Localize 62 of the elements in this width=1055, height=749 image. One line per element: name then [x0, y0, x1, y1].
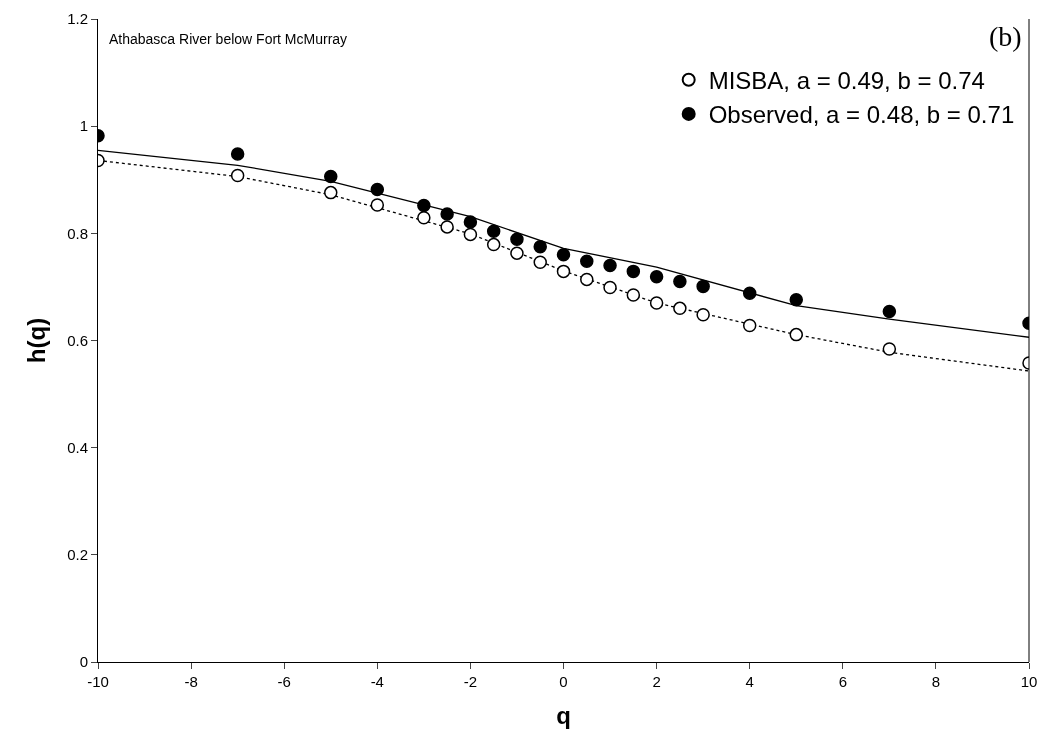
- y-tick-label: 0.6: [67, 331, 88, 349]
- point: [626, 288, 641, 302]
- x-tick-label: -4: [370, 673, 384, 690]
- point: [324, 169, 338, 184]
- point: [789, 327, 803, 342]
- point: [742, 286, 757, 301]
- point: [603, 280, 617, 295]
- point: [370, 182, 385, 197]
- x-tick-label: -8: [184, 673, 198, 690]
- x-tick-label: 8: [931, 673, 941, 690]
- point: [580, 254, 594, 268]
- point: [440, 207, 454, 221]
- y-tick-label: 0.4: [67, 438, 88, 456]
- point: [789, 293, 803, 307]
- point: [556, 248, 571, 262]
- y-tick-label: 1: [79, 117, 88, 135]
- x-tick-label: 10: [1020, 673, 1038, 690]
- y-tick-label: 0.8: [67, 224, 88, 242]
- x-axis-title: q: [556, 702, 571, 730]
- point: [673, 274, 687, 289]
- x-tick-label: 6: [838, 673, 847, 690]
- point: [417, 198, 431, 213]
- x-tick-label: -6: [277, 673, 291, 690]
- point: [324, 185, 338, 200]
- annotation: (b): [989, 21, 1022, 52]
- x-tick-label: -2: [463, 673, 478, 690]
- legend-label: Observed, a = 0.48, b = 0.71: [708, 101, 1015, 129]
- x-tick-label: -10: [87, 673, 109, 690]
- point: [556, 264, 571, 279]
- point: [486, 224, 501, 238]
- point: [417, 211, 431, 225]
- y-tick-label: 0: [79, 653, 88, 671]
- point: [626, 264, 641, 279]
- point: [486, 237, 501, 252]
- point: [370, 198, 385, 212]
- point: [230, 147, 245, 161]
- point: [580, 272, 594, 287]
- point: [440, 220, 454, 234]
- point: [673, 301, 687, 316]
- point: [533, 255, 547, 270]
- point: [603, 258, 617, 273]
- point: [882, 342, 897, 356]
- y-axis-title: h(q): [23, 317, 51, 364]
- point: [510, 232, 524, 246]
- point: [882, 304, 897, 319]
- point: [230, 168, 245, 183]
- point: [463, 215, 478, 229]
- point: [696, 279, 710, 294]
- point: [742, 318, 757, 333]
- point: [463, 227, 478, 242]
- y-tick-label: 1.2: [67, 10, 88, 28]
- point: [533, 239, 547, 254]
- point: [649, 296, 664, 310]
- x-tick-label: 2: [652, 673, 661, 690]
- x-tick-label: 0: [559, 673, 568, 690]
- y-tick-label: 0.2: [67, 546, 88, 564]
- legend-label: MISBA, a = 0.49, b = 0.74: [708, 67, 985, 95]
- annotation: Athabasca River below Fort McMurray: [109, 31, 348, 47]
- point: [649, 269, 664, 284]
- point: [696, 308, 710, 322]
- point: [510, 246, 524, 260]
- x-tick-label: 4: [745, 673, 754, 690]
